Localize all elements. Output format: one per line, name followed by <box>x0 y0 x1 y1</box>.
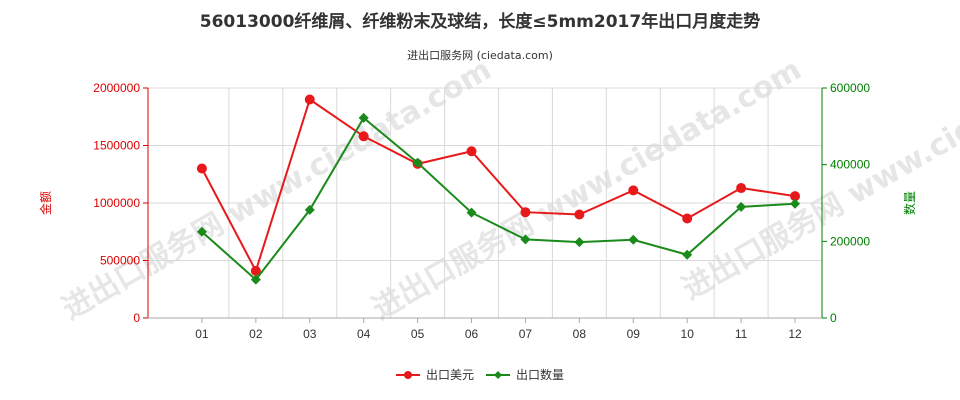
data-point[interactable] <box>574 237 585 248</box>
legend-label: 出口美元 <box>426 368 474 382</box>
legend-item[interactable]: 出口美元 <box>396 368 474 382</box>
chart-subtitle: 进出口服务网 (ciedata.com) <box>407 48 553 62</box>
right-axis-tick-label: 400000 <box>830 158 870 172</box>
data-point[interactable] <box>358 112 369 123</box>
axes: 0 500000 1000000 1500000 2000000 0 200000 40000… <box>93 81 870 341</box>
right-axis-title: 数量 <box>902 191 917 215</box>
data-point[interactable] <box>466 146 477 157</box>
left-axis-tick-label: 1500000 <box>93 139 140 153</box>
data-point[interactable] <box>196 163 207 174</box>
data-point[interactable] <box>682 249 693 260</box>
x-axis-tick-label: 03 <box>303 327 317 341</box>
chart-title: 56013000纤维屑、纤维粉末及球结，长度≤5mm2017年出口月度走势 <box>200 11 760 32</box>
x-axis-tick-label: 04 <box>357 327 371 341</box>
data-point[interactable] <box>250 265 261 276</box>
left-axis-tick-label: 500000 <box>100 254 140 268</box>
x-axis-tick-label: 10 <box>681 327 695 341</box>
legend-item[interactable]: 出口数量 <box>486 367 564 382</box>
data-point[interactable] <box>736 201 747 212</box>
x-axis-tick-label: 08 <box>573 327 587 341</box>
data-point[interactable] <box>250 274 261 285</box>
data-point[interactable] <box>466 207 477 218</box>
x-axis-tick-label: 02 <box>249 327 263 341</box>
data-point[interactable] <box>736 183 747 194</box>
data-point[interactable] <box>790 198 801 209</box>
x-axis-tick-label: 12 <box>788 327 802 341</box>
series-line <box>201 116 796 282</box>
data-point[interactable] <box>682 213 693 224</box>
watermark-text: 进出口服务网 www.ciedata.com <box>677 32 960 307</box>
data-point[interactable] <box>304 94 315 105</box>
data-point[interactable] <box>196 226 207 237</box>
right-axis-tick-label: 200000 <box>830 234 870 248</box>
x-axis-tick-label: 06 <box>465 327 479 341</box>
data-point[interactable] <box>574 209 585 220</box>
x-axis-tick-label: 05 <box>411 327 425 341</box>
data-point[interactable] <box>790 191 801 202</box>
left-axis-tick-label: 1000000 <box>93 196 140 210</box>
data-point[interactable] <box>628 234 639 245</box>
data-point[interactable] <box>304 204 315 215</box>
data-point[interactable] <box>412 157 423 168</box>
legend-marker <box>494 371 502 379</box>
x-axis-tick-label: 09 <box>627 327 641 341</box>
x-axis-tick-label: 01 <box>195 327 209 341</box>
right-axis-tick-label: 600000 <box>830 81 870 95</box>
series-line <box>201 97 796 274</box>
series-quantity <box>196 112 801 285</box>
data-point[interactable] <box>628 185 639 196</box>
left-axis-title: 金额 <box>38 191 53 215</box>
legend: 出口美元 出口数量 <box>396 367 564 382</box>
left-axis-tick-label: 0 <box>133 311 140 325</box>
left-axis-tick-label: 2000000 <box>93 81 140 95</box>
x-axis-tick-label: 11 <box>735 327 748 341</box>
right-axis-tick-label: 0 <box>830 311 837 325</box>
data-point[interactable] <box>520 234 531 245</box>
data-point[interactable] <box>520 207 531 218</box>
legend-label: 出口数量 <box>516 367 564 382</box>
x-axis-tick-label: 07 <box>519 327 533 341</box>
series-layer <box>196 94 801 285</box>
data-point[interactable] <box>358 131 369 142</box>
legend-marker <box>404 371 412 379</box>
